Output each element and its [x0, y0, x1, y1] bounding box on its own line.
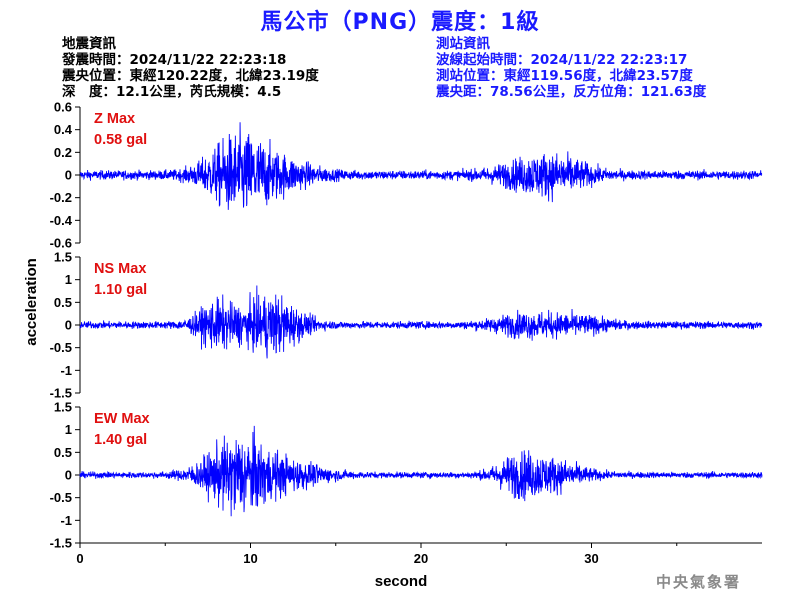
station-info: 測站資訊 波線起始時間：2024/11/22 22:23:17 測站位置：東經1… [436, 36, 706, 100]
y-tick-label-ew: 1 [65, 422, 72, 437]
y-axis-label: acceleration [23, 258, 40, 346]
agency-watermark: 中央氣象署 [656, 573, 742, 591]
station-info-heading: 測站資訊 [436, 36, 490, 52]
y-tick-label-z: 0.2 [54, 145, 72, 160]
x-tick-label: 30 [584, 551, 598, 566]
y-tick-label-ew: -1 [60, 513, 72, 528]
station-location: 測站位置：東經119.56度，北緯23.57度 [436, 68, 693, 84]
y-tick-label-ns: 1 [65, 272, 72, 287]
origin-time: 發震時間：2024/11/22 22:23:18 [62, 52, 287, 68]
x-axis-label: second [375, 573, 428, 590]
waveform-ew [79, 425, 763, 517]
epicenter-location: 震央位置：東經120.22度，北緯23.19度 [62, 68, 319, 84]
y-tick-label-ns: -0.5 [50, 340, 72, 355]
earthquake-info: 地震資訊 發震時間：2024/11/22 22:23:18 震央位置：東經120… [62, 36, 319, 100]
depth-magnitude: 深 度：12.1公里，芮氏規模：4.5 [62, 84, 282, 100]
max-label-z: Z Max [94, 111, 135, 127]
x-tick-label: 10 [243, 551, 257, 566]
y-tick-label-ew: 1.5 [54, 400, 72, 415]
y-tick-label-ew: -1.5 [50, 536, 72, 551]
y-tick-label-ns: 1.5 [54, 250, 72, 265]
y-tick-label-z: -0.4 [50, 213, 73, 228]
y-tick-label-ew: 0.5 [54, 445, 72, 460]
y-tick-label-z: -0.6 [50, 236, 72, 251]
y-tick-label-ns: -1 [60, 363, 72, 378]
waveform-ns [79, 285, 763, 359]
y-tick-label-z: 0.6 [54, 100, 72, 115]
max-value-ns: 1.10 gal [94, 282, 147, 298]
max-label-ns: NS Max [94, 261, 146, 277]
y-tick-label-z: 0.4 [54, 122, 73, 137]
y-tick-label-z: 0 [65, 168, 72, 183]
y-tick-label-ew: -0.5 [50, 490, 72, 505]
waveform-z [79, 122, 763, 210]
y-tick-label-ns: 0.5 [54, 295, 72, 310]
wave-start-time: 波線起始時間：2024/11/22 22:23:17 [436, 52, 688, 68]
max-value-ew: 1.40 gal [94, 432, 147, 448]
earthquake-info-heading: 地震資訊 [62, 36, 116, 52]
max-value-z: 0.58 gal [94, 132, 147, 148]
x-tick-label: 20 [414, 551, 428, 566]
chart-title: 馬公市（PNG）震度：1級 [260, 10, 540, 35]
y-tick-label-z: -0.2 [50, 190, 72, 205]
y-tick-label-ns: 0 [65, 318, 72, 333]
x-tick-label: 0 [76, 551, 83, 566]
max-label-ew: EW Max [94, 411, 150, 427]
y-tick-label-ns: -1.5 [50, 386, 72, 401]
y-tick-label-ew: 0 [65, 468, 72, 483]
epicentral-distance: 震央距：78.56公里，反方位角：121.63度 [436, 84, 707, 100]
